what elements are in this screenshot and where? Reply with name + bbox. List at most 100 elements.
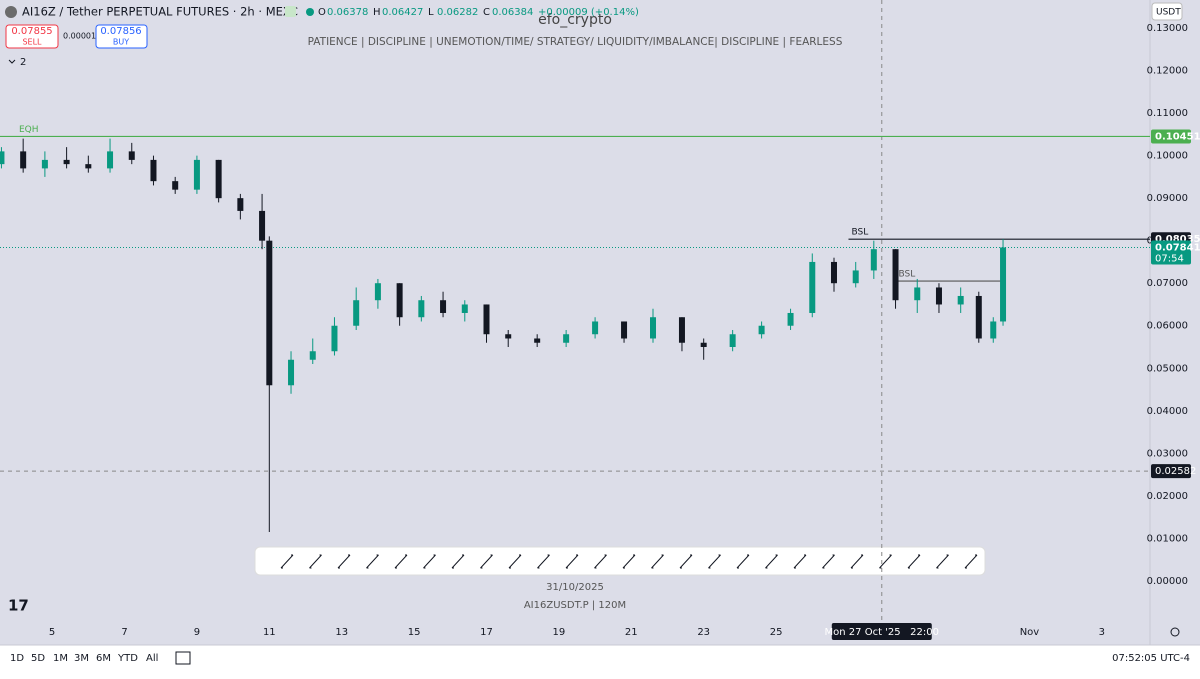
ohlc-change: +0.00009 (+0.14%)	[538, 7, 639, 18]
buy-price[interactable]: 0.07856	[100, 26, 141, 37]
tool-icon[interactable]	[765, 554, 778, 569]
candle-body	[374, 283, 381, 301]
tool-icon[interactable]	[736, 554, 750, 569]
candle-body	[396, 283, 403, 318]
buy-button[interactable]	[95, 24, 148, 49]
status-dot	[306, 8, 314, 16]
drawing-toolbar	[254, 546, 986, 576]
tool-icon[interactable]	[394, 554, 408, 569]
x-tick-label: 19	[553, 627, 566, 638]
candle-body	[505, 334, 512, 339]
candle-body	[758, 325, 765, 335]
range-button[interactable]: 5D	[31, 653, 45, 664]
y-tick-label: 0.04000	[1147, 406, 1188, 417]
tool-icon[interactable]	[337, 554, 351, 569]
y-tick-label: 0.00000	[1147, 576, 1188, 587]
price-tag-countdown: 07:54	[1155, 253, 1184, 264]
sell-button[interactable]	[5, 24, 59, 49]
watermark-symbol: AI16ZUSDT.P | 120M	[524, 600, 626, 611]
candle-body	[128, 151, 135, 160]
symbol-logo	[5, 6, 17, 18]
candle-body	[215, 159, 222, 199]
candle-body	[150, 159, 157, 182]
y-tick-label: 0.06000	[1147, 321, 1188, 332]
candle-body	[237, 198, 244, 211]
tool-icon[interactable]	[423, 554, 436, 569]
candle-body	[870, 249, 877, 271]
settings-icon[interactable]	[1170, 627, 1180, 637]
x-tick-label: 3	[1099, 627, 1105, 638]
tool-icon[interactable]	[622, 554, 636, 569]
crosshair-x-label: Mon 27 Oct '25 22:00	[825, 627, 939, 638]
candle-body	[935, 287, 942, 305]
tool-icon[interactable]	[822, 554, 835, 569]
subtitle: PATIENCE | DISCIPLINE | UNEMOTION/TIME/ …	[308, 36, 843, 48]
candle-body	[700, 342, 707, 347]
candle-body	[418, 300, 425, 318]
y-tick-label: 0.01000	[1147, 533, 1188, 544]
symbol: AI16Z / Tether PERPETUAL FUTURES · 2h · …	[22, 5, 298, 19]
range-button[interactable]: 1M	[53, 653, 68, 664]
ohlc-label: C	[483, 7, 490, 18]
candle-body	[259, 210, 266, 241]
y-tick-label: 0.07000	[1147, 278, 1188, 289]
candle-body	[990, 321, 997, 339]
candle-body	[852, 270, 859, 284]
tool-icon[interactable]	[964, 554, 978, 569]
candle-body	[63, 159, 70, 165]
date-range-icon[interactable]	[175, 651, 191, 665]
candle-body	[266, 240, 273, 386]
x-tick-label: 11	[263, 627, 276, 638]
tool-icon[interactable]	[594, 554, 607, 569]
currency-box[interactable]	[1151, 2, 1183, 21]
tool-icon[interactable]	[936, 554, 949, 569]
candle-body	[830, 261, 837, 284]
candle-body	[787, 312, 794, 326]
range-button[interactable]: 3M	[74, 653, 89, 664]
collapse-icon[interactable]	[8, 59, 16, 64]
tool-icon[interactable]	[366, 554, 379, 569]
tool-icon[interactable]	[850, 554, 864, 569]
candle-body	[193, 159, 200, 190]
tool-icon[interactable]	[309, 554, 322, 569]
range-button[interactable]: YTD	[117, 653, 138, 664]
tool-icon[interactable]	[537, 554, 550, 569]
tool-icon[interactable]	[793, 554, 807, 569]
tool-icon[interactable]	[508, 554, 522, 569]
tool-icon[interactable]	[565, 554, 579, 569]
tool-icon[interactable]	[679, 554, 693, 569]
tool-icon[interactable]	[280, 554, 294, 569]
y-tick-label: 0.03000	[1147, 448, 1188, 459]
tool-icon[interactable]	[879, 554, 892, 569]
candle-body	[563, 334, 570, 343]
visibility-icon[interactable]	[285, 6, 296, 17]
buy-label[interactable]: BUY	[113, 38, 129, 47]
tool-icon[interactable]	[708, 554, 721, 569]
tool-icon[interactable]	[651, 554, 664, 569]
tool-icon[interactable]	[451, 554, 465, 569]
x-tick-label: Nov	[1020, 627, 1040, 638]
indicator-count[interactable]: 2	[20, 57, 26, 68]
ohlc-label: L	[428, 7, 434, 18]
currency[interactable]: USDT	[1156, 8, 1181, 18]
sell-price[interactable]: 0.07855	[11, 26, 52, 37]
level-tag	[1151, 129, 1191, 144]
y-tick-label: 0.12000	[1147, 66, 1188, 77]
range-button[interactable]: 6M	[96, 653, 111, 664]
y-tick-label: 0.11000	[1147, 108, 1188, 119]
level-label: BSL	[851, 228, 868, 238]
range-button[interactable]: All	[146, 653, 158, 664]
tool-icon[interactable]	[907, 554, 921, 569]
y-tick-label: 0.13000	[1147, 23, 1188, 34]
candle-body	[172, 181, 179, 190]
candle-body	[41, 159, 48, 169]
tool-icon[interactable]	[480, 554, 493, 569]
candle-body	[809, 261, 816, 313]
ohlc-value: 0.06378	[327, 7, 368, 18]
candle-body	[729, 334, 736, 347]
candle-body	[678, 317, 685, 343]
range-button[interactable]: 1D	[10, 653, 24, 664]
sell-label[interactable]: SELL	[22, 38, 42, 47]
